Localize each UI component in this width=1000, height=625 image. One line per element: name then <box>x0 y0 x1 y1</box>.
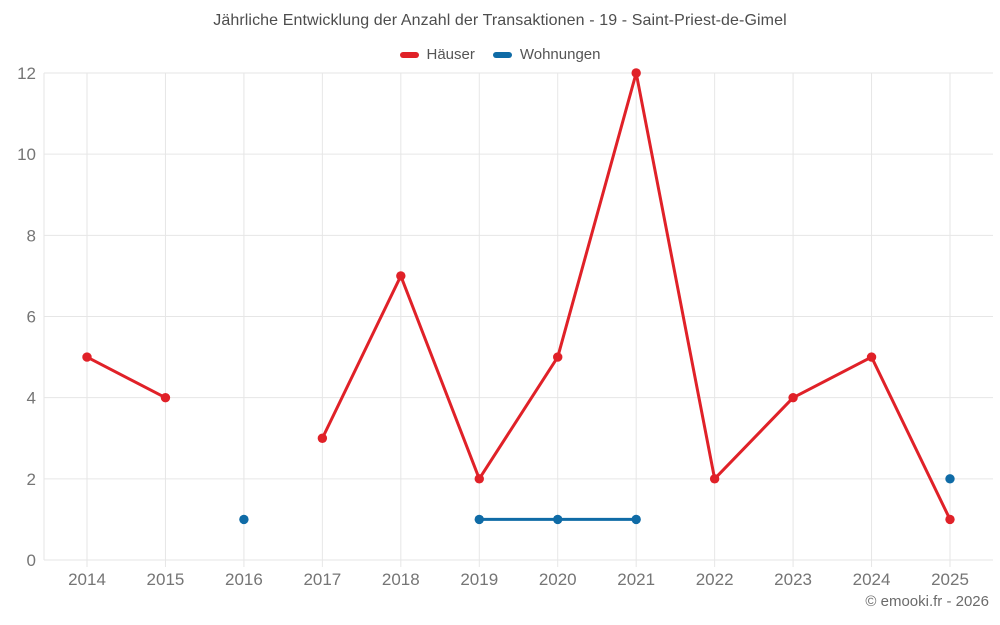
data-point-s1-2020[interactable] <box>553 514 563 525</box>
x-tick-label-2020: 2020 <box>539 570 577 589</box>
data-point-s0-2017[interactable] <box>317 433 328 443</box>
y-tick-label-8: 8 <box>27 226 36 245</box>
data-point-s0-2018[interactable] <box>396 271 406 281</box>
data-point-s0-2014[interactable] <box>82 352 92 362</box>
y-tick-label-10: 10 <box>17 145 36 164</box>
x-tick-label-2019: 2019 <box>460 570 498 589</box>
x-tick-label-2025: 2025 <box>931 570 969 589</box>
y-tick-label-4: 4 <box>27 389 36 408</box>
data-point-s1-2021[interactable] <box>631 514 641 525</box>
data-point-s1-2025[interactable] <box>945 474 955 484</box>
y-tick-label-6: 6 <box>27 308 36 327</box>
copyright-text: © emooki.fr - 2026 <box>865 593 989 610</box>
data-point-s0-2019[interactable] <box>474 474 484 484</box>
data-point-s0-2025[interactable] <box>945 514 955 525</box>
x-tick-label-2014: 2014 <box>68 570 106 589</box>
legend-label-wohnungen: Wohnungen <box>519 46 601 63</box>
y-tick-label-12: 12 <box>17 64 36 83</box>
series-line-0 <box>85 355 167 400</box>
data-point-s0-2021[interactable] <box>631 68 641 78</box>
legend-item-haeuser[interactable]: Häuser <box>399 46 475 63</box>
data-point-s0-2022[interactable] <box>709 474 720 484</box>
x-tick-label-2018: 2018 <box>382 570 420 589</box>
x-tick-label-2022: 2022 <box>696 570 734 589</box>
legend-item-wohnungen[interactable]: Wohnungen <box>492 46 601 63</box>
data-point-s1-2019[interactable] <box>474 514 484 525</box>
x-tick-label-2024: 2024 <box>853 570 891 589</box>
data-point-s0-2015[interactable] <box>160 392 171 403</box>
data-point-s0-2023[interactable] <box>788 392 798 403</box>
x-tick-label-2017: 2017 <box>303 570 341 589</box>
y-tick-label-2: 2 <box>27 470 36 489</box>
x-tick-label-2021: 2021 <box>617 570 655 589</box>
x-tick-label-2023: 2023 <box>774 570 812 589</box>
y-tick-label-0: 0 <box>27 551 36 570</box>
x-tick-label-2015: 2015 <box>147 570 185 589</box>
legend: Häuser Wohnungen <box>0 46 1000 63</box>
data-point-s0-2020[interactable] <box>553 352 563 362</box>
x-tick-label-2016: 2016 <box>225 570 263 589</box>
legend-swatch-haeuser-icon <box>399 51 419 58</box>
chart-title: Jährliche Entwicklung der Anzahl der Tra… <box>213 12 787 29</box>
data-point-s1-2016[interactable] <box>239 514 249 525</box>
legend-swatch-wohnungen-icon <box>492 51 512 58</box>
legend-label-haeuser: Häuser <box>426 46 475 63</box>
data-point-s0-2024[interactable] <box>866 352 877 362</box>
